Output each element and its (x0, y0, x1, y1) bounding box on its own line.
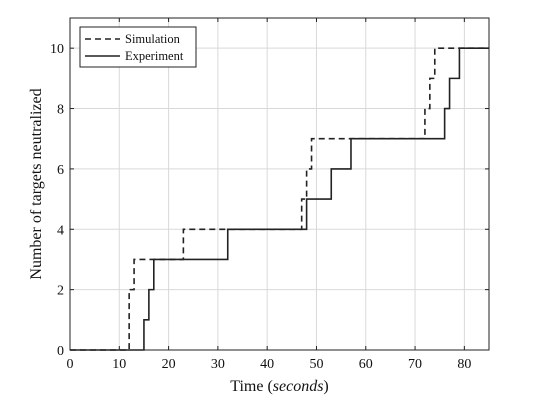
y-axis-title: Number of targets neutralized (28, 88, 45, 279)
series-line-simulation (70, 47, 489, 351)
y-tick-label: 4 (57, 223, 64, 238)
legend-label-experiment: Experiment (125, 49, 184, 63)
y-tick-label: 2 (57, 284, 64, 299)
x-tick-label: 0 (67, 357, 74, 372)
x-tick-label: 30 (211, 357, 225, 372)
x-tick-label: 40 (260, 357, 274, 372)
y-tick-label: 0 (57, 344, 64, 359)
plot-frame (69, 17, 490, 351)
x-tick-label: 60 (359, 357, 373, 372)
x-tick-label: 10 (112, 357, 126, 372)
legend: Simulation Experiment (79, 26, 197, 68)
y-tick-label: 10 (50, 42, 64, 57)
legend-label-simulation: Simulation (125, 32, 181, 46)
series-line-experiment (70, 47, 489, 351)
x-tick-label: 20 (162, 357, 176, 372)
x-tick-labels: 0 10 20 30 40 50 60 70 80 (67, 357, 472, 372)
series-group (70, 47, 489, 351)
x-tick-label: 70 (408, 357, 422, 372)
x-axis-title: Time (seconds) (230, 378, 329, 395)
x-tick-label: 50 (309, 357, 323, 372)
y-tick-label: 8 (57, 103, 64, 118)
legend-box (79, 26, 197, 68)
x-tick-label: 80 (457, 357, 471, 372)
y-tick-labels: 0 2 4 6 8 10 (50, 42, 64, 359)
ticks (69, 18, 489, 351)
y-tick-label: 6 (57, 163, 64, 178)
